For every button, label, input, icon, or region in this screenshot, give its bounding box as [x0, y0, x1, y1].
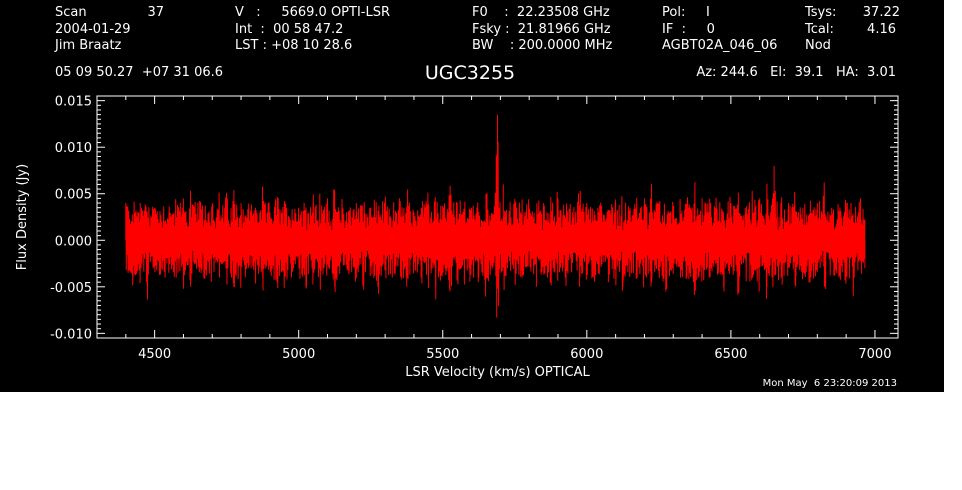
lst-line: LST : +08 10 28.6	[235, 38, 353, 53]
y-tick-label: 0.015	[55, 95, 92, 110]
plot-panel: Scan 37 2004-01-29 Jim Braatz 05 09 50.2…	[0, 0, 944, 392]
x-axis-title: LSR Velocity (km/s) OPTICAL	[405, 365, 590, 380]
sky-frequency-line: Fsky : 21.81966 GHz	[472, 22, 611, 37]
y-axis-ticks: -0.010 -0.005 0.000 0.005 0.010 0.015	[50, 95, 898, 342]
tcal-label: Tcal:	[805, 22, 834, 37]
integration-line: Int : 00 58 47.2	[235, 22, 344, 37]
az-el-ha: Az: 244.6 El: 39.1 HA: 3.01	[696, 65, 896, 80]
scan-value: 37	[147, 5, 164, 20]
y-tick-label: 0.005	[55, 188, 92, 203]
x-tick-label: 5500	[426, 347, 459, 362]
y-tick-label: 0.010	[55, 141, 92, 156]
chart-title: UGC3255	[424, 62, 516, 84]
ra-dec: 05 09 50.27 +07 31 06.6	[55, 65, 224, 80]
x-tick-label: 4500	[138, 347, 171, 362]
polarization-line: Pol: I	[662, 5, 710, 20]
obs-date: 2004-01-29	[55, 22, 131, 37]
x-tick-label: 7000	[858, 347, 891, 362]
tsys-value: 37.22	[862, 5, 900, 20]
spectrum-chart: 4500 5000 5500 6000 6500 7000 -0.010 -0.005 0.0…	[15, 95, 899, 380]
y-tick-label: 0.000	[55, 234, 92, 249]
x-tick-label: 5000	[282, 347, 315, 362]
y-tick-label: -0.005	[50, 281, 92, 296]
x-tick-label: 6500	[714, 347, 747, 362]
project-id: AGBT02A_046_06	[662, 38, 778, 53]
scan-label: Scan	[55, 5, 87, 20]
tcal-value: 4.16	[867, 22, 896, 37]
velocity-line: V : 5669.0 OPTI-LSR	[235, 5, 391, 20]
x-axis-ticks: 4500 5000 5500 6000 6500 7000	[96, 96, 891, 362]
bandwidth-line: BW : 200.0000 MHz	[472, 38, 613, 53]
rest-frequency-line: F0 : 22.23508 GHz	[472, 5, 610, 20]
spectrum-trace	[125, 114, 866, 318]
nod-mode: Nod	[805, 38, 831, 53]
observer-name: Jim Braatz	[55, 38, 122, 53]
tsys-label: Tsys:	[805, 5, 837, 20]
y-tick-label: -0.010	[50, 327, 92, 342]
y-axis-title: Flux Density (Jy)	[15, 164, 30, 270]
if-line: IF : 0	[662, 22, 715, 37]
x-tick-label: 6000	[570, 347, 603, 362]
render-timestamp: Mon May 6 23:20:09 2013	[762, 378, 897, 389]
